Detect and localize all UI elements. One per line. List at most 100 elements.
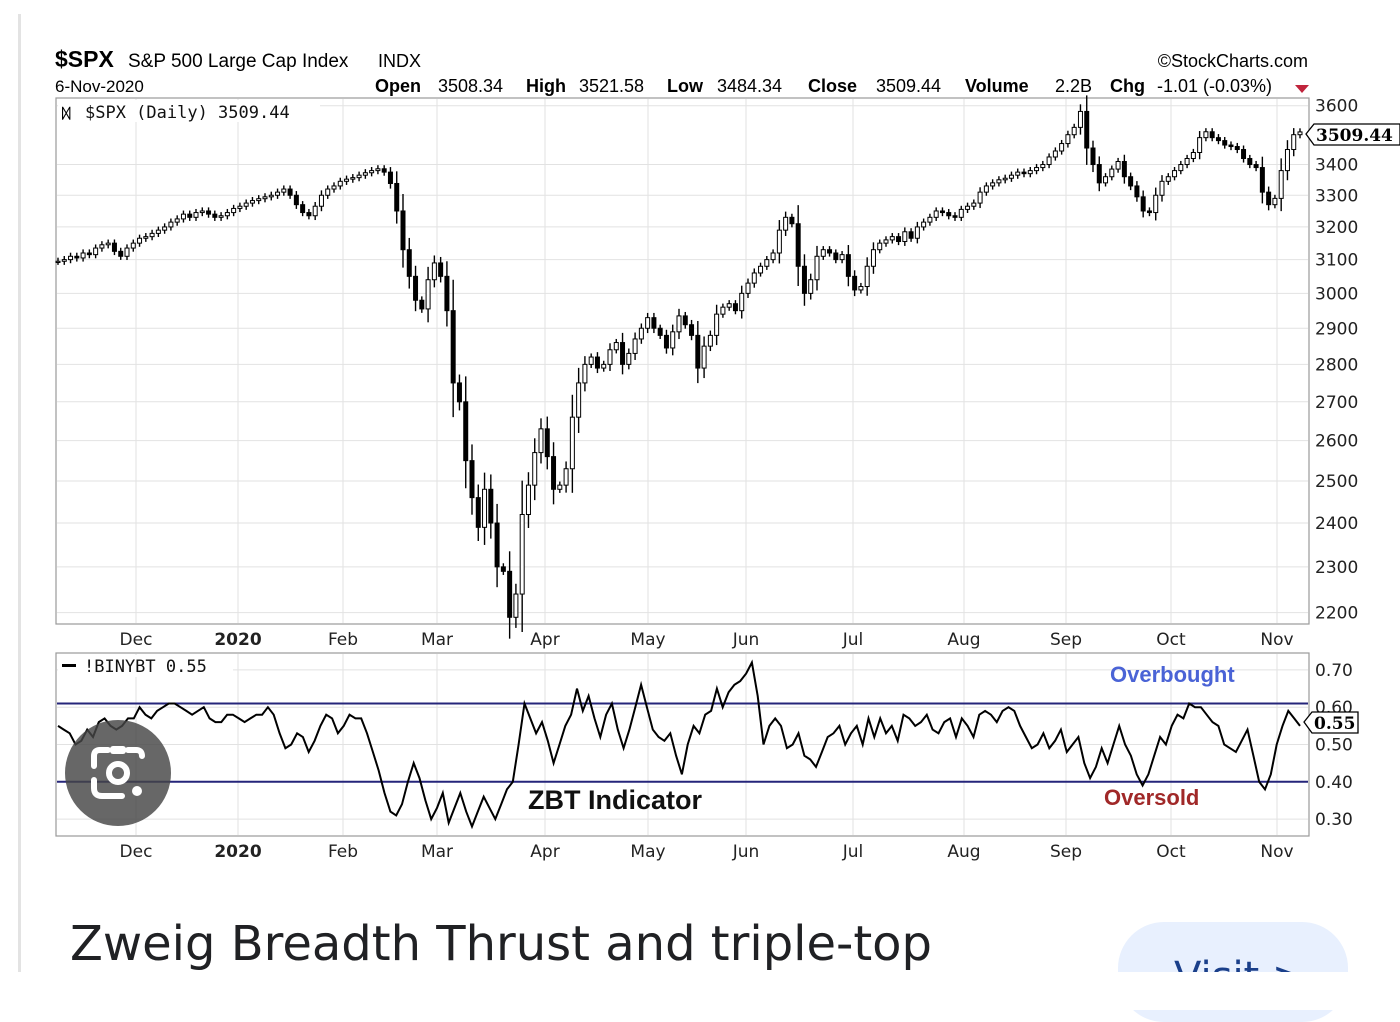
indicator-y-tick: 0.70 [1315, 661, 1353, 681]
chg-label: Chg [1110, 76, 1145, 96]
price-candle-body [1027, 170, 1033, 175]
price-candle-body [469, 460, 475, 499]
price-candle-body [1247, 157, 1253, 166]
price-candle-body [1046, 156, 1052, 166]
price-candle-body [971, 202, 977, 207]
price-candle-body [827, 249, 833, 254]
price-candle-body [845, 254, 851, 277]
price-candle-body [293, 194, 299, 206]
zbt-annotation: ZBT Indicator [528, 785, 702, 815]
price-candle-body [739, 292, 745, 312]
price-candle-body [783, 216, 789, 231]
price-candle-body [607, 349, 613, 365]
price-candle-body [732, 303, 738, 312]
price-candle-body [111, 242, 117, 252]
price-candle-body [657, 327, 663, 336]
price-candle-body [538, 428, 544, 454]
price-x-tick: Jun [732, 630, 760, 650]
price-candle-body [86, 252, 92, 256]
price-candle-body [93, 247, 99, 256]
price-x-tick: Aug [947, 630, 980, 650]
price-candle-body [61, 259, 67, 262]
price-candle-body [676, 315, 682, 333]
chg-value: -1.01 (-0.03%) [1157, 76, 1272, 96]
price-candle-body [1021, 171, 1027, 175]
price-candle-body [1103, 176, 1109, 184]
indicator-x-tick: Aug [947, 842, 980, 862]
price-candle-body [1159, 180, 1165, 196]
price-y-tick: 2700 [1315, 393, 1358, 413]
result-caption[interactable]: Zweig Breadth Thrust and triple-top [70, 916, 933, 972]
price-candle-body [1297, 131, 1303, 136]
price-candle-body [1065, 134, 1071, 145]
google-lens-icon [91, 746, 145, 799]
price-candle-body [1234, 146, 1240, 151]
price-candle-body [456, 382, 462, 403]
price-candle-body [1203, 131, 1209, 139]
price-candle-body [933, 210, 939, 218]
price-x-tick: Jul [842, 630, 864, 650]
indicator-tag-shape [1303, 711, 1359, 734]
volume-label: Volume [965, 76, 1029, 96]
price-candle-body [720, 306, 726, 315]
price-candle-body [1272, 197, 1278, 206]
price-candle-body [55, 260, 61, 263]
price-candle-body [137, 237, 143, 244]
indicator-x-tick: Nov [1260, 842, 1293, 862]
oversold-label: Oversold [1104, 785, 1199, 810]
price-candle-body [682, 315, 688, 326]
price-candle-body [325, 188, 331, 196]
viewport-bottom-edge [0, 972, 1400, 1010]
price-candle-body [1121, 161, 1127, 178]
price-candle-body [1146, 210, 1152, 214]
price-candle-body [406, 249, 412, 277]
price-y-tick: 2900 [1315, 319, 1358, 339]
price-candle-body [306, 212, 312, 217]
price-candle-body [1084, 110, 1090, 149]
price-candle-body [576, 382, 582, 418]
price-candle-body [563, 468, 569, 486]
price-candle-body [224, 212, 230, 217]
price-y-tick: 2400 [1315, 514, 1358, 534]
price-x-tick: Mar [421, 630, 453, 650]
price-x-tick: May [630, 630, 665, 650]
price-candle-body [714, 313, 720, 336]
price-candle-body [1115, 161, 1121, 170]
price-x-axis: Dec 2020 Feb Mar Apr May Jun Jul Aug Sep Oct Nov [120, 630, 1294, 650]
price-x-tick: Sep [1050, 630, 1082, 650]
indicator-x-tick: May [630, 842, 665, 862]
indicator-y-axis: 0.300.400.500.600.70 [1315, 661, 1353, 830]
price-candle-body [1190, 151, 1196, 159]
price-candle-body [256, 198, 262, 202]
price-candle-body [638, 327, 644, 340]
price-candle-body [394, 182, 400, 212]
candle-legend-icon: ᛞ [62, 106, 71, 122]
price-candle-body [858, 286, 864, 291]
price-candle-body [243, 202, 249, 207]
price-candle-body [287, 188, 293, 196]
price-candle-body [300, 204, 306, 214]
price-candle-body [588, 356, 594, 365]
price-candle-body [199, 210, 205, 214]
low-label: Low [667, 76, 704, 96]
source-credit: ©StockCharts.com [1158, 51, 1308, 71]
price-candle-body [500, 566, 506, 572]
price-candle-body [400, 210, 406, 251]
price-candle-body [143, 236, 149, 239]
google-lens-button[interactable] [65, 720, 171, 826]
price-candle-body [1096, 164, 1102, 184]
price-y-tick: 2300 [1315, 558, 1358, 578]
price-candle-body [318, 194, 324, 207]
price-candle-body [168, 221, 174, 228]
price-candle-body [237, 205, 243, 209]
price-x-tick: 2020 [214, 630, 261, 650]
price-candle-body [958, 208, 964, 218]
indicator-legend: !BINYBT 0.55 [58, 655, 233, 677]
price-last-value-tag: 3509.44 [1305, 123, 1400, 146]
price-candle-body [519, 513, 525, 595]
price-candle-body [864, 265, 870, 288]
price-candle-body [1128, 176, 1134, 187]
price-candle-body [626, 352, 632, 365]
price-candle-body [946, 212, 952, 217]
